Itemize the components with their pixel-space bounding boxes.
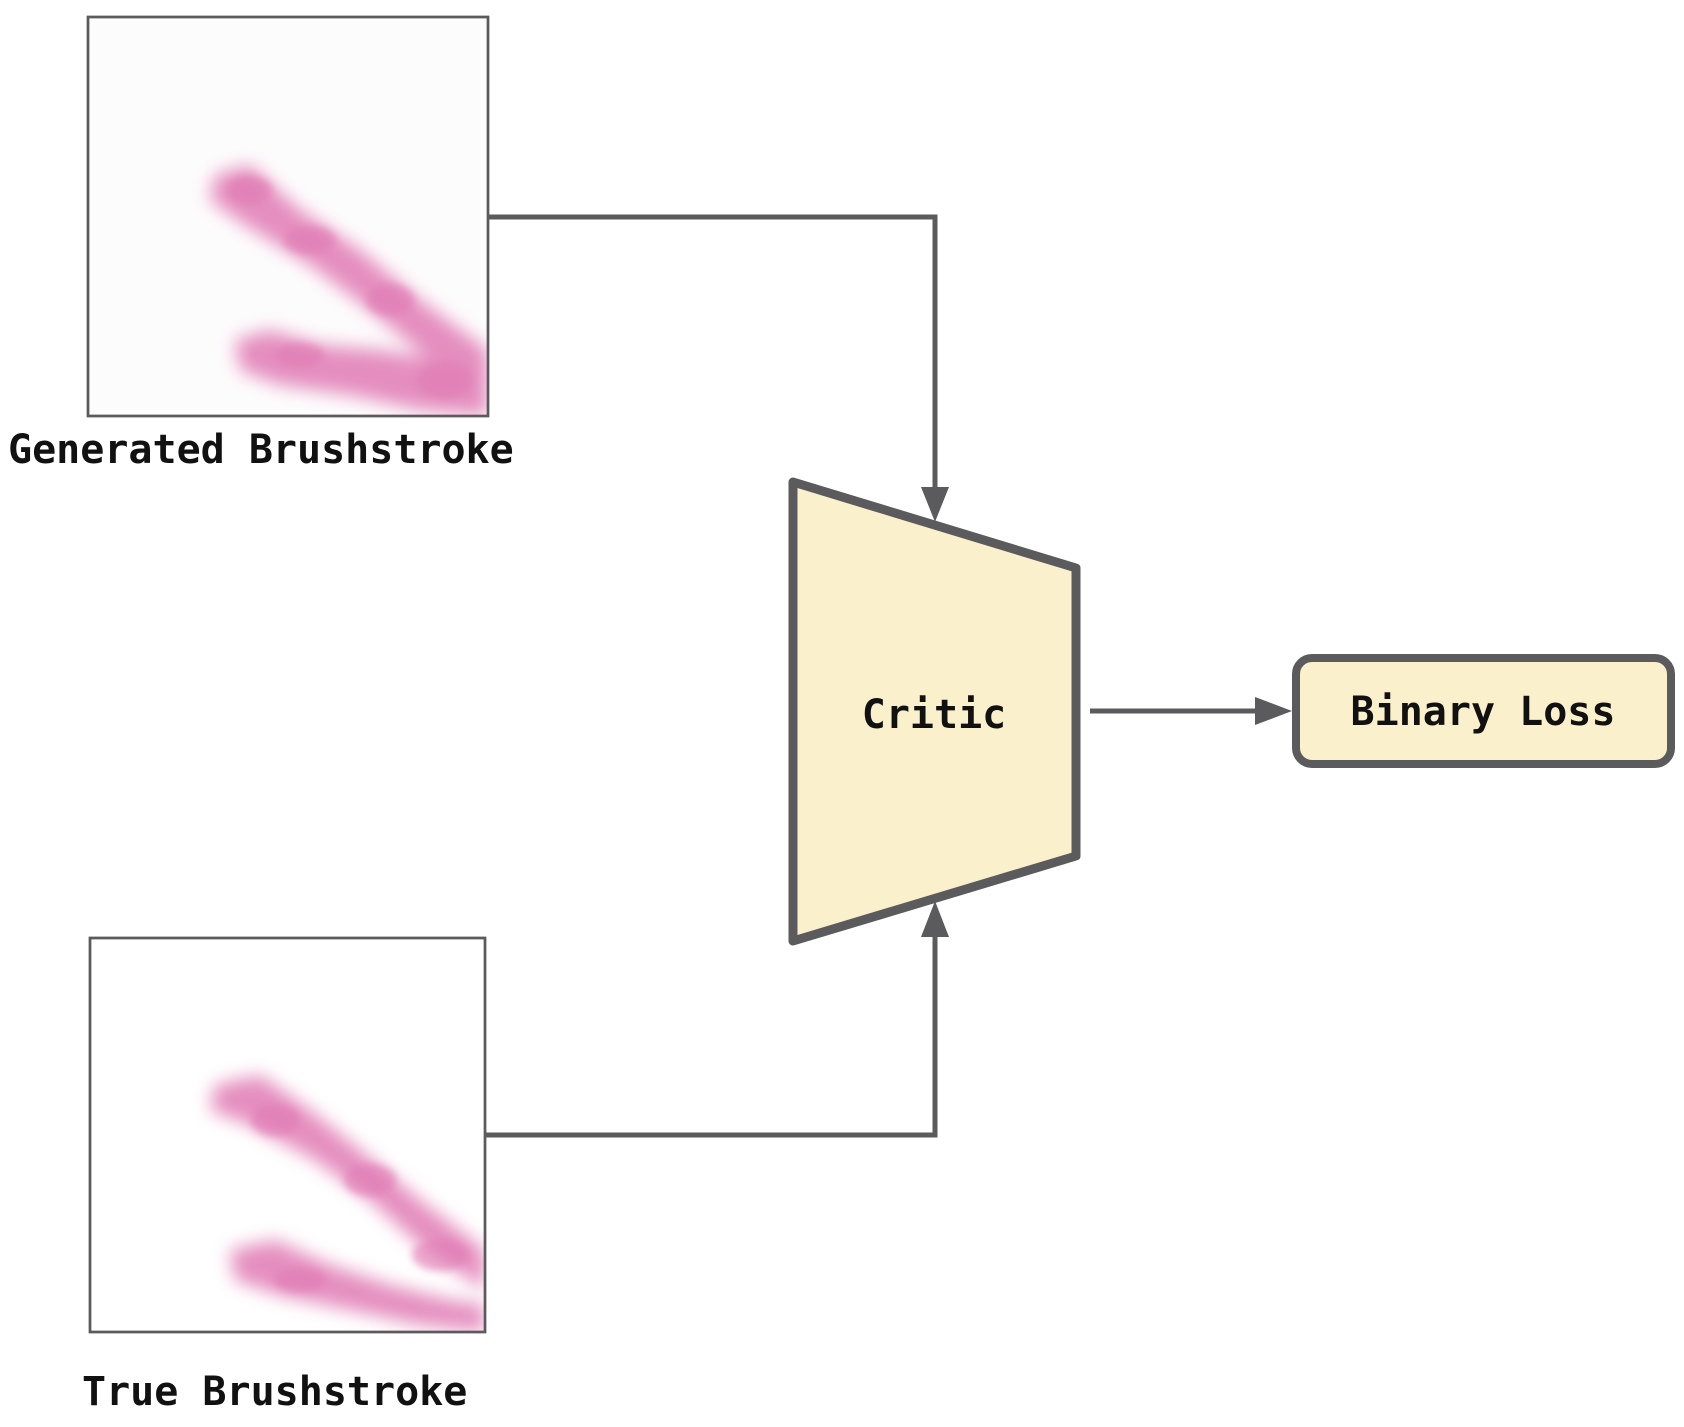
generated-brushstroke-label: Generated Brushstroke (8, 427, 514, 473)
binary-loss-node: Binary Loss (1292, 654, 1675, 768)
true-brushstroke-label: True Brushstroke (82, 1369, 467, 1415)
critic-label: Critic (862, 692, 1007, 738)
true-brushstroke-marks (210, 1075, 485, 1332)
connector-generated-to-critic (488, 214, 938, 492)
connector-true-to-critic (485, 932, 938, 1138)
arrowhead-true-to-critic (921, 901, 949, 937)
arrowhead-generated-to-critic (921, 487, 949, 522)
binary-loss-box (1292, 654, 1675, 768)
generated-brushstroke-image (86, 15, 490, 418)
true-brushstroke-image (88, 936, 487, 1334)
critic-node: Critic (788, 477, 1081, 946)
binary-loss-label: Binary Loss (1351, 689, 1616, 735)
generated-brushstroke-marks (210, 165, 488, 416)
arrowhead-critic-to-loss (1255, 697, 1292, 725)
critic-shape (788, 477, 1081, 946)
